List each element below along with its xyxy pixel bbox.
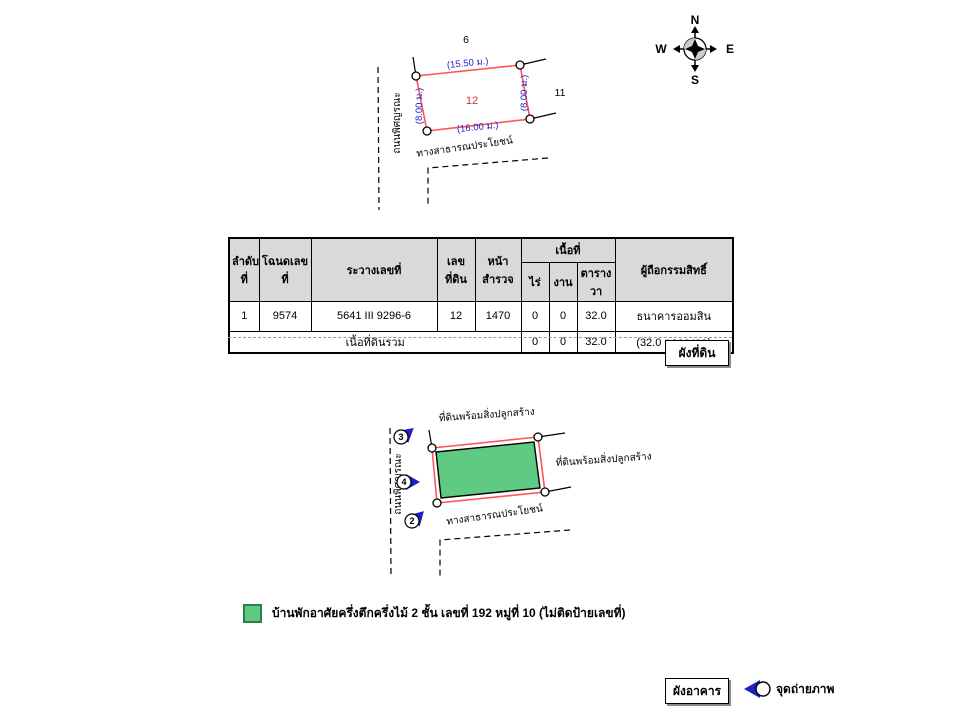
- camera-marker-4: 4: [396, 474, 420, 490]
- cell-sheet-no: 5641 III 9296-6: [310, 300, 438, 332]
- building-color-swatch: [243, 604, 262, 623]
- total-rai: 0: [520, 330, 550, 354]
- building-legend: บ้านพักอาศัยครึ่งตึกครึ่งไม้ 2 ชั้น เลขท…: [243, 604, 626, 623]
- road-bottom-label: ทางสาธารณประโยชน์: [416, 133, 514, 159]
- plot-top-label: ที่ดินพร้อมสิ่งปลูกสร้าง: [438, 404, 535, 425]
- road-dashed-line-bottom: [427, 157, 549, 207]
- building-footprint: [435, 441, 541, 499]
- camera-marker-3: 3: [393, 428, 414, 445]
- adjacent-parcel-top-label: 6: [463, 34, 469, 46]
- total-ngan: 0: [548, 330, 578, 354]
- table-total-row: เนื้อที่ดินรวม 0 0 32.0 (32.0 ตารางวา): [228, 330, 734, 354]
- col-header-ngan: งาน: [548, 261, 578, 302]
- cell-ngan: 0: [548, 300, 578, 332]
- photo-point-legend: จุดถ่ายภาพ: [740, 674, 834, 704]
- cell-survey-page: 1470: [474, 300, 522, 332]
- table-bottom-dashed-line: [228, 337, 732, 338]
- compass-east-label: E: [726, 42, 734, 56]
- svg-text:4: 4: [401, 477, 406, 487]
- compass-arrowheads: [673, 26, 717, 72]
- dimension-top-label: (15.50 ม.): [446, 56, 489, 71]
- land-plot-diagram: 6 11 12 (15.50 ม.) (8.00 ม.) (8.00 ม.) (…: [377, 34, 566, 211]
- cell-rai: 0: [520, 300, 550, 332]
- road-dashed-line-bottom: [439, 529, 571, 576]
- col-header-sheet-no: ระวางเลขที่: [310, 237, 438, 302]
- dimension-left-label: (8.00 ม.): [414, 88, 425, 124]
- compass-north-label: N: [691, 13, 700, 27]
- table-row: 1 9574 5641 III 9296-6 12 1470 0 0 32.0 …: [228, 300, 734, 332]
- camera-marker-2: 2: [404, 511, 424, 529]
- col-header-land-no: เลขที่ดิน: [436, 237, 476, 302]
- svg-text:3: 3: [398, 432, 403, 442]
- compass-west-label: W: [655, 42, 667, 56]
- col-header-seq: ลำดับที่: [228, 237, 260, 302]
- cell-land-no: 12: [436, 300, 476, 332]
- photo-point-label: จุดถ่ายภาพ: [776, 681, 835, 696]
- col-header-sq-wah: ตารางวา: [576, 261, 616, 302]
- building-plot-diagram: ที่ดินพร้อมสิ่งปลูกสร้าง ที่ดินพร้อมสิ่ง…: [389, 404, 652, 576]
- cell-deed-no: 9574: [258, 300, 312, 332]
- total-label: เนื้อที่ดินรวม: [228, 330, 522, 354]
- parcel-number-label: 12: [466, 95, 478, 107]
- svg-text:2: 2: [409, 516, 414, 526]
- adjacent-parcel-right-label: 11: [555, 87, 566, 99]
- road-dashed-line-left: [389, 427, 392, 575]
- boundary-corner-markers: [411, 60, 535, 136]
- compass-south-label: S: [691, 73, 699, 87]
- camera-point-icon: [744, 680, 771, 698]
- col-header-area: เนื้อที่: [520, 237, 616, 263]
- cell-sq-wah: 32.0: [576, 300, 616, 332]
- plot-right-label: ที่ดินพร้อมสิ่งปลูกสร้าง: [555, 448, 652, 469]
- dimension-bottom-label: (16.00 ม.): [456, 120, 499, 135]
- compass-rose-icon: N S W E: [655, 13, 734, 87]
- total-sq-wah: 32.0: [576, 330, 616, 354]
- land-plan-button[interactable]: ผังที่ดิน: [665, 340, 729, 366]
- boundary-corner-markers: [427, 432, 550, 508]
- col-header-deed-no: โฉนดเลขที่: [258, 237, 312, 302]
- land-parcel-table: ลำดับที่ โฉนดเลขที่ ระวางเลขที่ เลขที่ดิ…: [228, 237, 734, 354]
- cell-seq: 1: [228, 300, 260, 332]
- road-dashed-line-left: [377, 66, 380, 211]
- road-bottom-label: ทางสาธารณประโยชน์: [446, 501, 544, 527]
- dimension-right-label: (8.00 ม.): [519, 75, 530, 111]
- cell-owner: ธนาคารออมสิน: [614, 300, 734, 332]
- col-header-owner: ผู้ถือกรรมสิทธิ์: [614, 237, 734, 302]
- building-plan-button[interactable]: ผังอาคาร: [665, 678, 729, 704]
- col-header-rai: ไร่: [520, 261, 550, 302]
- col-header-survey-page: หน้าสำรวจ: [474, 237, 522, 302]
- road-left-label: ถนนพิศญรณะ: [392, 92, 403, 153]
- building-legend-label: บ้านพักอาศัยครึ่งตึกครึ่งไม้ 2 ชั้น เลขท…: [272, 606, 626, 620]
